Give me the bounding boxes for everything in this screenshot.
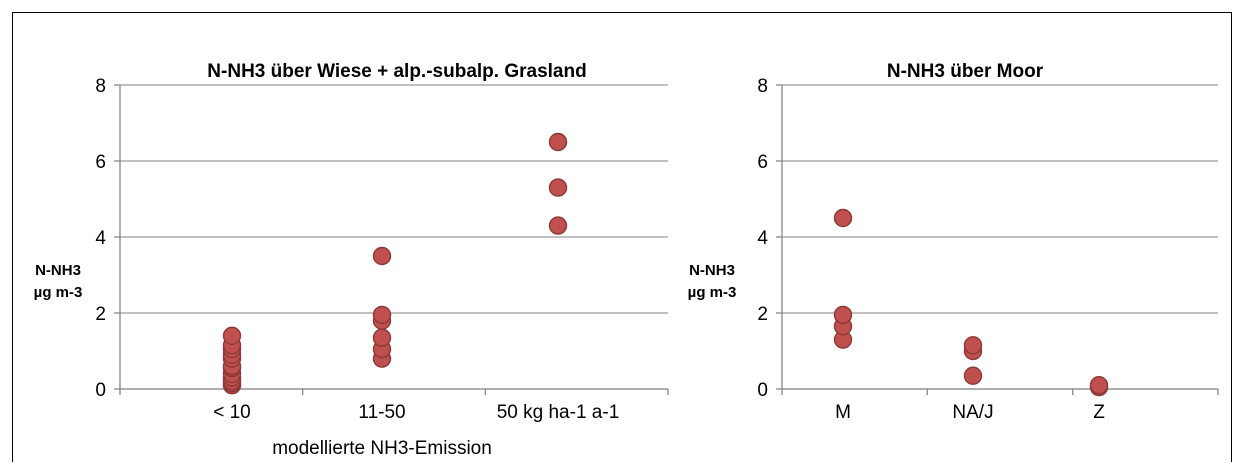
x-tick-label: Z [1093, 402, 1105, 423]
y-axis-label: N-NH3 [689, 262, 735, 279]
data-point [222, 326, 242, 345]
y-tick-label: 0 [95, 380, 106, 401]
y-tick-label: 6 [757, 152, 768, 173]
data-point [833, 208, 853, 228]
data-point [372, 246, 392, 266]
data-point [548, 216, 568, 235]
data-point [963, 366, 983, 385]
y-axis-label: µg m-3 [34, 284, 83, 301]
data-point [372, 328, 392, 347]
data-point [548, 132, 568, 152]
y-tick-label: 6 [95, 152, 106, 173]
x-tick-label: 50 kg ha-1 a-1 [497, 402, 620, 423]
data-point [372, 305, 392, 325]
y-tick-label: 8 [757, 76, 768, 97]
x-tick-label: NA/J [952, 402, 993, 423]
data-point [963, 336, 983, 355]
data-point [1089, 376, 1109, 395]
y-tick-label: 4 [95, 228, 106, 249]
x-tick-label: < 10 [213, 402, 251, 423]
chart-title: N-NH3 über Moor [887, 61, 1044, 82]
chart-title: N-NH3 über Wiese + alp.-subalp. Grasland [207, 61, 586, 82]
y-axis-label: N-NH3 [35, 262, 81, 279]
y-tick-label: 4 [757, 228, 768, 249]
data-point [548, 178, 568, 197]
y-tick-label: 0 [757, 380, 768, 401]
x-tick-label: 11-50 [358, 402, 405, 423]
y-axis-label: µg m-3 [688, 284, 737, 301]
chart-frame [12, 12, 1232, 462]
y-tick-label: 2 [757, 304, 768, 325]
data-point [833, 305, 853, 325]
y-tick-label: 8 [95, 76, 106, 97]
x-tick-label: M [835, 402, 851, 423]
x-axis-label: modellierte NH3-Emission [272, 438, 492, 459]
y-tick-label: 2 [95, 304, 106, 325]
